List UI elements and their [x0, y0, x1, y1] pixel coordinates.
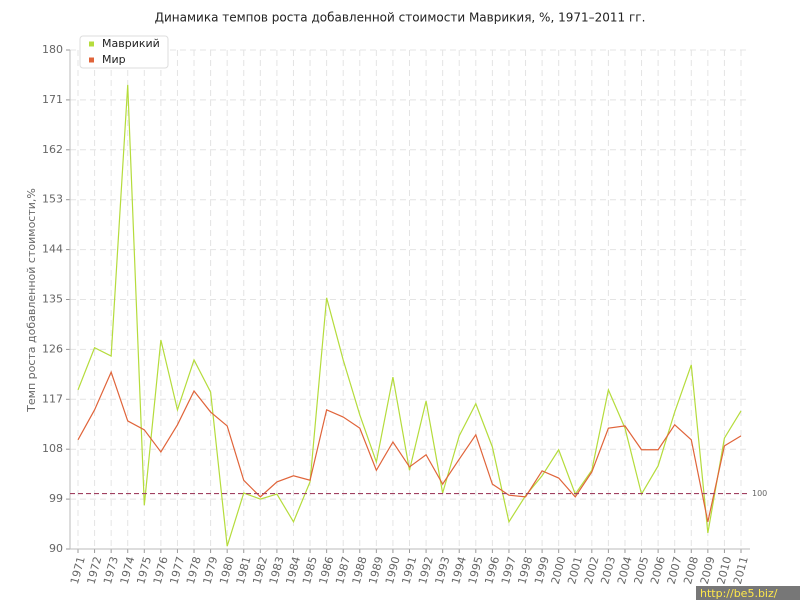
legend-label: Маврикий: [102, 37, 160, 50]
y-tick-label: 117: [42, 392, 63, 405]
watermark-bg: [696, 586, 800, 600]
series-line: [77, 370, 742, 522]
y-tick-label: 90: [49, 542, 63, 555]
y-tick-label: 171: [42, 93, 63, 106]
y-tick-label: 153: [42, 193, 63, 206]
legend-swatch: [89, 57, 94, 63]
y-tick-label: 144: [42, 243, 63, 256]
x-tick-label: 2011: [731, 555, 751, 585]
chart-title: Динамика темпов роста добавленной стоимо…: [155, 11, 646, 25]
watermark: http://be5.biz/: [700, 587, 778, 600]
reference-label: 100: [752, 489, 767, 498]
y-tick-label: 99: [49, 492, 63, 505]
y-tick-label: 126: [42, 342, 63, 355]
legend-label: Мир: [102, 53, 126, 66]
y-tick-label: 180: [42, 43, 63, 56]
legend-box: [79, 35, 169, 69]
y-tick-label: 108: [42, 442, 63, 455]
y-axis-label: Темп роста добавленной стоимости,%: [25, 188, 38, 413]
y-tick-label: 162: [42, 143, 63, 156]
legend: Маврикий Мир: [79, 35, 169, 69]
legend-swatch: [89, 41, 94, 47]
y-tick-label: 135: [42, 293, 63, 306]
series-line: [77, 84, 742, 547]
